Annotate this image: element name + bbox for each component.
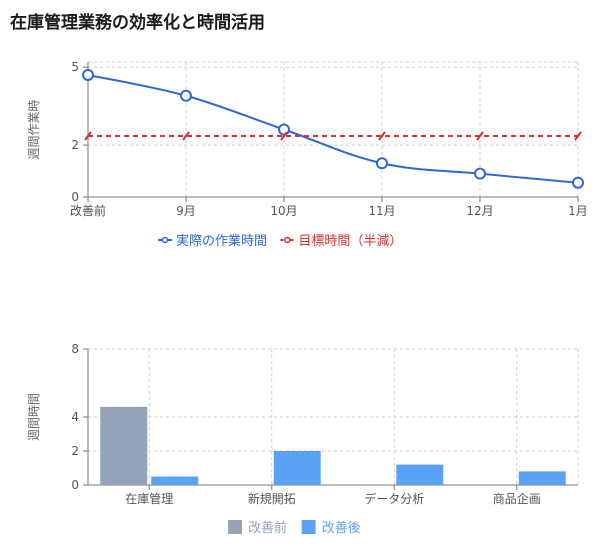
data-point <box>376 157 388 170</box>
x-tick-label: 在庫管理 <box>125 491 173 506</box>
data-point <box>572 176 584 189</box>
data-point <box>378 131 386 141</box>
y-tick-label: 5 <box>71 60 79 74</box>
bar <box>273 451 321 485</box>
bar <box>100 406 148 485</box>
legend-item: 目標時間（半減） <box>280 233 402 249</box>
bar <box>518 471 566 485</box>
legend-marker <box>161 236 169 244</box>
legend-label: 改善後 <box>322 520 361 536</box>
data-point <box>476 131 484 141</box>
y-tick-label: 2 <box>71 444 79 458</box>
legend-label: 実際の作業時間 <box>176 233 267 249</box>
legend-label: 改善前 <box>248 520 287 536</box>
legend-label: 目標時間（半減） <box>298 233 402 249</box>
y-tick-label: 0 <box>71 478 79 492</box>
x-tick-label: 新規開拓 <box>248 491 296 506</box>
x-tick-label: 9月 <box>176 204 196 218</box>
x-tick-label: 12月 <box>466 204 493 218</box>
bar <box>396 464 444 485</box>
data-point <box>182 131 190 141</box>
data-point <box>574 131 582 141</box>
y-tick-label: 8 <box>71 342 79 356</box>
y-axis-label: 週間作業時 <box>27 99 41 159</box>
x-tick-label: 商品企画 <box>493 491 541 506</box>
x-tick-label: 改善前 <box>70 203 106 218</box>
x-tick-label: 11月 <box>368 204 395 218</box>
page-title: 在庫管理業務の効率化と時間活用 <box>10 13 265 33</box>
x-tick-label: 10月 <box>270 204 297 218</box>
data-point <box>82 68 94 81</box>
bar <box>151 476 199 485</box>
data-point <box>278 123 290 136</box>
y-tick-label: 2 <box>71 138 79 152</box>
data-point <box>180 89 192 102</box>
x-tick-label: データ分析 <box>364 491 424 506</box>
data-point <box>280 131 288 141</box>
legend-swatch <box>301 520 316 534</box>
data-point <box>474 167 486 180</box>
x-tick-label: 1月 <box>568 204 588 218</box>
legend-swatch <box>228 520 242 534</box>
legend-item: 改善前 <box>228 520 287 536</box>
series-line <box>87 74 579 184</box>
data-point <box>84 131 92 141</box>
legend-item: 改善後 <box>301 520 361 536</box>
y-axis-label: 週間時間 <box>27 393 41 441</box>
y-tick-label: 0 <box>71 190 79 204</box>
legend-marker <box>284 236 291 244</box>
legend-item: 実際の作業時間 <box>158 233 267 249</box>
y-tick-label: 4 <box>71 410 79 424</box>
